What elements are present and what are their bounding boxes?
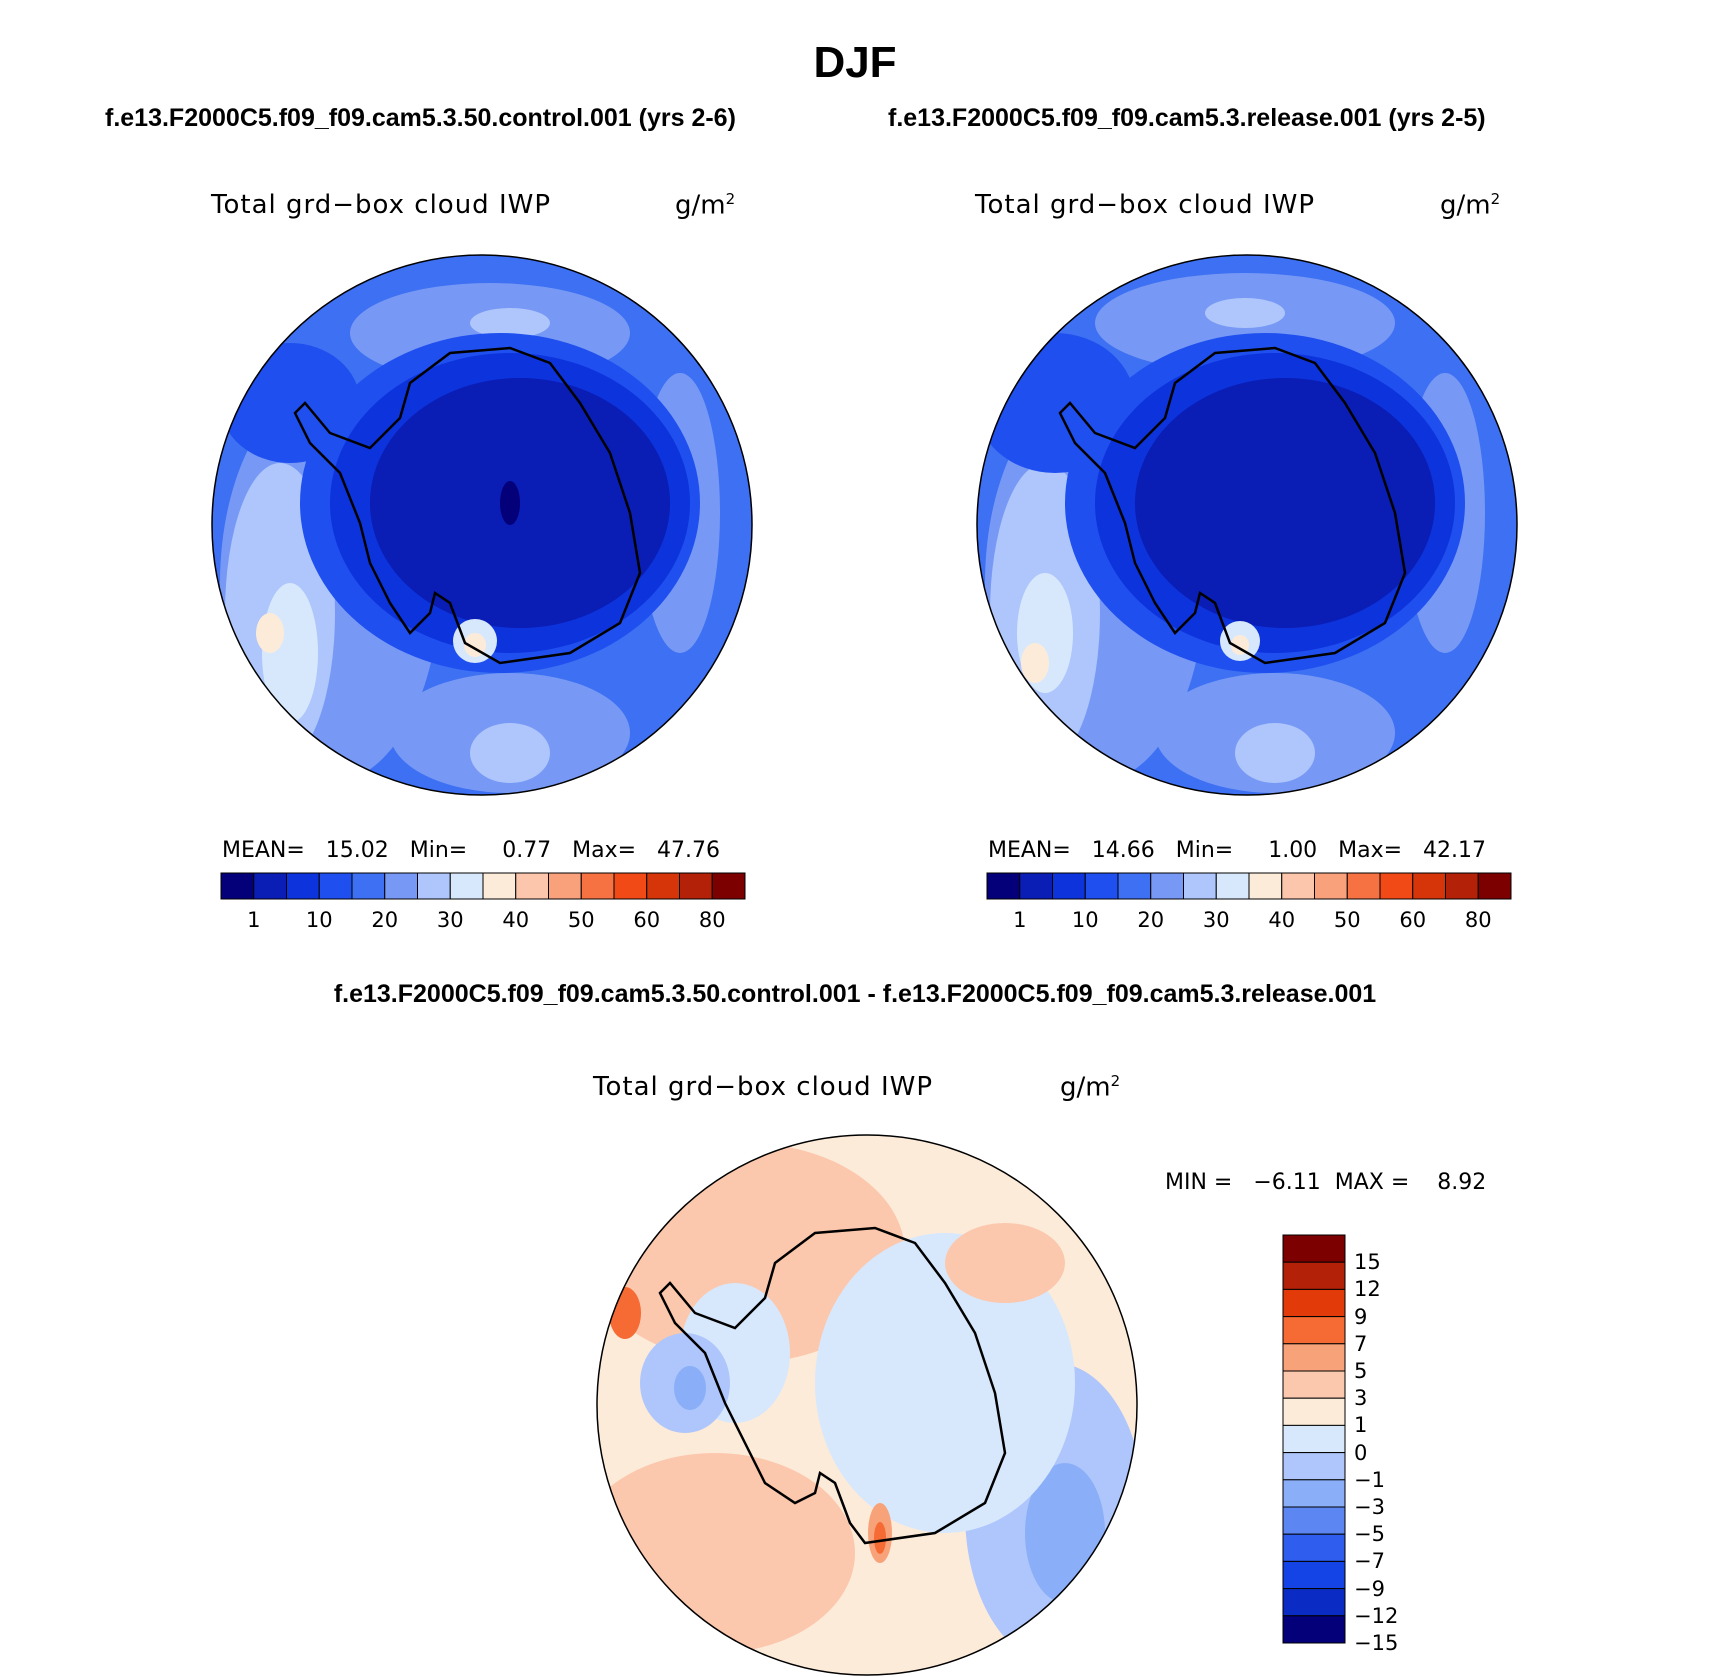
colorbar-swatch <box>986 872 1021 900</box>
colorbar-tick-label: 5 <box>1354 1359 1368 1383</box>
colorbar-swatch <box>220 872 255 900</box>
colorbar-tick-label: 40 <box>1268 908 1296 932</box>
map-difference <box>596 1134 1138 1676</box>
colorbar-swatch <box>1084 872 1119 900</box>
colorbar-swatch <box>1215 872 1250 900</box>
colorbar-tick-label: −3 <box>1354 1495 1385 1519</box>
colorbar-tick-label: 1 <box>1013 908 1027 932</box>
map-release <box>976 254 1518 796</box>
colorbar-tick-label: 80 <box>698 908 726 932</box>
colorbar-swatch <box>253 872 287 900</box>
colorbar-swatch <box>1282 1615 1346 1644</box>
panel3-unit: g/m2 <box>1060 1072 1121 1103</box>
colorbar-swatch <box>1379 872 1414 900</box>
colorbar-swatch <box>679 872 713 900</box>
colorbar-swatch <box>1282 1506 1346 1535</box>
colorbar-tick-label: 30 <box>436 908 464 932</box>
colorbar-swatch <box>1282 1370 1346 1399</box>
colorbar-tick-label: 20 <box>371 908 399 932</box>
colorbar-tick-label: 12 <box>1354 1277 1381 1302</box>
colorbar-swatch <box>1282 1533 1346 1562</box>
colorbar-swatch <box>1019 872 1053 900</box>
colorbar-swatch <box>1117 872 1152 900</box>
colorbar-swatch <box>1282 1479 1346 1508</box>
colorbar-tick-label: −12 <box>1354 1603 1399 1628</box>
colorbar-release <box>986 872 1512 900</box>
colorbar-swatch <box>1282 1452 1346 1481</box>
colorbar-tick-label: 1 <box>247 908 261 932</box>
colorbar-swatch <box>711 872 746 900</box>
colorbar-swatch <box>351 872 386 900</box>
colorbar-tick-label: 7 <box>1354 1331 1368 1356</box>
colorbar-swatch <box>1183 872 1217 900</box>
colorbar-swatch <box>449 872 484 900</box>
panel1-variable: Total grd−box cloud IWP <box>211 190 552 220</box>
colorbar-tick-label: 1 <box>1354 1413 1368 1438</box>
season-title: DJF <box>813 38 897 87</box>
colorbar-swatch <box>1282 1560 1346 1590</box>
colorbar-swatch <box>1282 1588 1346 1617</box>
colorbar-tick-label: 40 <box>502 908 530 932</box>
panel1-unit: g/m2 <box>675 190 736 221</box>
colorbar-tick-label: 50 <box>1333 908 1361 932</box>
colorbar-swatch <box>1346 872 1381 900</box>
colorbar-tick-label: −15 <box>1354 1631 1399 1655</box>
colorbar-tick-label: −1 <box>1354 1467 1385 1492</box>
colorbar-swatch <box>1282 1316 1346 1345</box>
colorbar-tick-label: 20 <box>1137 908 1165 932</box>
colorbar-swatch <box>417 872 451 900</box>
colorbar-swatch <box>1052 872 1086 900</box>
colorbar-swatch <box>318 872 353 900</box>
difference-title: f.e13.F2000C5.f09_f09.cam5.3.50.control.… <box>333 980 1377 1008</box>
colorbar-tick-label: 0 <box>1354 1440 1368 1465</box>
colorbar-swatch <box>482 872 517 900</box>
case-title-left: f.e13.F2000C5.f09_f09.cam5.3.50.control.… <box>105 104 736 132</box>
colorbar-swatch <box>1150 872 1184 900</box>
panel3-stats: MIN = −6.11 MAX = 8.92 <box>1165 1170 1487 1195</box>
panel2-variable: Total grd−box cloud IWP <box>975 190 1316 220</box>
case-title-right: f.e13.F2000C5.f09_f09.cam5.3.release.001… <box>888 104 1486 132</box>
colorbar-tick-label: 60 <box>633 908 661 932</box>
colorbar-control <box>220 872 746 900</box>
colorbar-swatch <box>286 872 320 900</box>
colorbar-tick-label: 3 <box>1354 1386 1368 1411</box>
colorbar-swatch <box>1248 872 1283 900</box>
colorbar-swatch <box>1314 872 1348 900</box>
colorbar-tick-label: 50 <box>567 908 595 932</box>
colorbar-swatch <box>580 872 615 900</box>
panel2-unit: g/m2 <box>1440 190 1501 221</box>
panel3-variable: Total grd−box cloud IWP <box>593 1072 934 1102</box>
colorbar-swatch <box>1282 1424 1346 1454</box>
colorbar-swatch <box>646 872 680 900</box>
colorbar-tick-label: 10 <box>1071 908 1099 932</box>
colorbar-tick-label: 9 <box>1354 1304 1368 1329</box>
colorbar-swatch <box>1477 872 1512 900</box>
colorbar-tick-label: 30 <box>1202 908 1230 932</box>
colorbar-tick-label: 15 <box>1354 1250 1381 1275</box>
colorbar-swatch <box>515 872 549 900</box>
colorbar-tick-label: 80 <box>1464 908 1492 932</box>
colorbar-swatch <box>384 872 418 900</box>
map-control <box>211 254 753 796</box>
colorbar-swatch <box>1445 872 1479 900</box>
colorbar-swatch <box>1412 872 1446 900</box>
colorbar-swatch <box>1282 1234 1346 1263</box>
colorbar-tick-label: 10 <box>305 908 333 932</box>
colorbar-swatch <box>1281 872 1315 900</box>
panel1-stats: MEAN= 15.02 Min= 0.77 Max= 47.76 <box>222 838 721 863</box>
colorbar-swatch <box>548 872 582 900</box>
colorbar-tick-label: −9 <box>1354 1576 1385 1601</box>
colorbar-difference <box>1282 1234 1346 1644</box>
colorbar-swatch <box>1282 1397 1346 1426</box>
colorbar-swatch <box>1282 1288 1346 1318</box>
colorbar-swatch <box>613 872 648 900</box>
panel2-stats: MEAN= 14.66 Min= 1.00 Max= 42.17 <box>988 838 1487 863</box>
colorbar-swatch <box>1282 1261 1346 1290</box>
colorbar-swatch <box>1282 1343 1346 1372</box>
colorbar-tick-label: −7 <box>1354 1549 1385 1574</box>
colorbar-tick-label: 60 <box>1399 908 1427 932</box>
colorbar-tick-label: −5 <box>1354 1522 1385 1547</box>
